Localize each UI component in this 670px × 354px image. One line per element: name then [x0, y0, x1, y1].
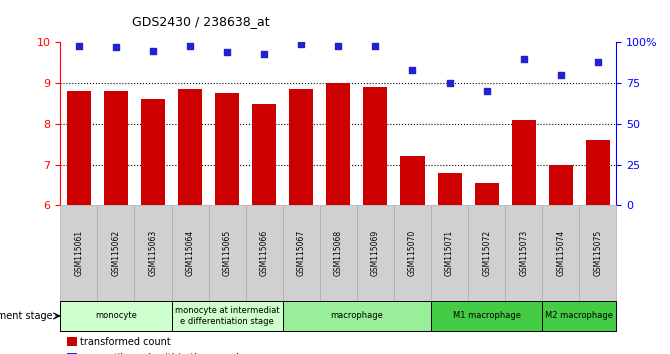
- Text: GSM115069: GSM115069: [371, 230, 380, 276]
- Text: M1 macrophage: M1 macrophage: [453, 312, 521, 320]
- Text: macrophage: macrophage: [330, 312, 383, 320]
- Point: [111, 45, 121, 50]
- Bar: [401, 156, 425, 205]
- Text: monocyte at intermediat
e differentiation stage: monocyte at intermediat e differentiatio…: [175, 306, 279, 326]
- Text: GSM115063: GSM115063: [149, 230, 157, 276]
- Bar: [104, 91, 128, 205]
- Text: GSM115072: GSM115072: [482, 230, 491, 276]
- Bar: [586, 140, 610, 205]
- Point: [370, 43, 381, 48]
- Bar: [67, 91, 91, 205]
- Point: [481, 88, 492, 94]
- Bar: [289, 89, 314, 205]
- Point: [555, 72, 566, 78]
- Text: GSM115075: GSM115075: [594, 230, 602, 276]
- Text: GSM115070: GSM115070: [408, 230, 417, 276]
- Text: GSM115068: GSM115068: [334, 230, 343, 276]
- Point: [147, 48, 158, 53]
- Text: percentile rank within the sample: percentile rank within the sample: [80, 353, 245, 354]
- Point: [333, 43, 344, 48]
- Text: GSM115061: GSM115061: [74, 230, 83, 276]
- Bar: [252, 104, 276, 205]
- Point: [519, 56, 529, 62]
- Bar: [215, 93, 239, 205]
- Point: [222, 50, 232, 55]
- Bar: [474, 183, 498, 205]
- Text: monocyte: monocyte: [95, 312, 137, 320]
- Text: GDS2430 / 238638_at: GDS2430 / 238638_at: [132, 15, 270, 28]
- Text: GSM115065: GSM115065: [222, 230, 232, 276]
- Point: [592, 59, 603, 65]
- Text: GSM115066: GSM115066: [260, 230, 269, 276]
- Point: [444, 80, 455, 86]
- Bar: [549, 165, 573, 205]
- Text: transformed count: transformed count: [80, 337, 171, 347]
- Bar: [363, 87, 387, 205]
- Text: GSM115074: GSM115074: [556, 230, 565, 276]
- Text: GSM115067: GSM115067: [297, 230, 306, 276]
- Text: M2 macrophage: M2 macrophage: [545, 312, 613, 320]
- Bar: [178, 89, 202, 205]
- Point: [259, 51, 269, 57]
- Text: GSM115073: GSM115073: [519, 230, 528, 276]
- Text: GSM115062: GSM115062: [111, 230, 121, 276]
- Bar: [141, 99, 165, 205]
- Bar: [438, 173, 462, 205]
- Point: [296, 41, 307, 47]
- Bar: [512, 120, 536, 205]
- Text: GSM115071: GSM115071: [445, 230, 454, 276]
- Text: development stage: development stage: [0, 311, 53, 321]
- Point: [185, 43, 196, 48]
- Text: GSM115064: GSM115064: [186, 230, 194, 276]
- Bar: [326, 83, 350, 205]
- Point: [74, 43, 84, 48]
- Point: [407, 67, 418, 73]
